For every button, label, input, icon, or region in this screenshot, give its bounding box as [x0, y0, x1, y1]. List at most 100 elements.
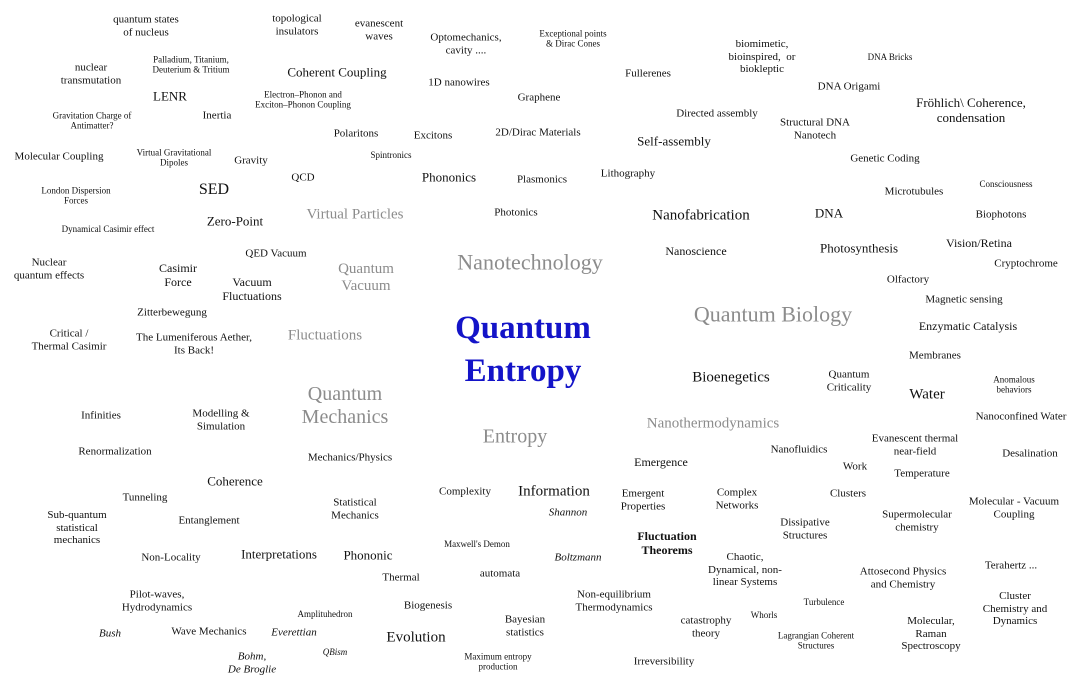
term-shannon: Shannon: [548, 506, 588, 519]
term-everettian: Everettian: [271, 626, 317, 639]
term-boltzmann: Boltzmann: [554, 551, 602, 564]
term-membranes: Membranes: [909, 349, 961, 362]
term-palladium-titanium-deuterium-tritium: Palladium, Titanium, Deuterium & Tritium: [152, 54, 230, 75]
term-cryptochrome: Cryptochrome: [994, 257, 1058, 270]
term-topological-insulators: topological insulators: [272, 12, 322, 37]
term-critical-thermal-casimir: Critical / Thermal Casimir: [31, 327, 107, 352]
term-nanothermodynamics: Nanothermodynamics: [646, 415, 780, 432]
term-sub-quantum-statistical-mechanics: Sub-quantum statistical mechanics: [47, 509, 107, 547]
term-microtubules: Microtubules: [884, 185, 944, 198]
term-consciousness: Consciousness: [979, 178, 1033, 189]
term-evanescent-waves: evanescent waves: [354, 17, 404, 42]
term-enzymatic-catalysis: Enzymatic Catalysis: [918, 319, 1018, 334]
term-evanescent-thermal-near-field: Evanescent thermal near-field: [871, 432, 959, 457]
term-supermolecular-chemistry: Supermolecular chemistry: [882, 508, 952, 533]
term-emergent-properties: Emergent Properties: [620, 487, 666, 512]
term-bush: Bush: [99, 627, 121, 640]
term-olfactory: Olfactory: [886, 273, 930, 286]
term-maxwell-s-demon: Maxwell's Demon: [444, 538, 510, 549]
term-infinities: Infinities: [81, 409, 121, 422]
term-automata: automata: [479, 567, 521, 580]
term-photonics: Photonics: [494, 206, 538, 219]
term-modelling-simulation: Modelling & Simulation: [192, 407, 250, 432]
term-clusters: Clusters: [829, 487, 867, 500]
term-renormalization: Renormalization: [78, 445, 152, 458]
term-dynamical-casimir-effect: Dynamical Casimir effect: [61, 223, 155, 234]
term-vacuum-fluctuations: Vacuum Fluctuations: [222, 275, 282, 303]
term-1d-nanowires: 1D nanowires: [428, 76, 490, 89]
term-qbism: QBism: [322, 646, 348, 657]
term-lagrangian-coherent-structures: Lagrangian Coherent Structures: [777, 630, 855, 651]
term-zitterbewegung: Zitterbewegung: [137, 306, 207, 319]
term-information: Information: [518, 483, 590, 500]
term-interpretations: Interpretations: [241, 546, 317, 562]
term-plasmonics: Plasmonics: [516, 173, 568, 186]
term-inertia: Inertia: [202, 109, 232, 122]
term-fullerenes: Fullerenes: [625, 67, 671, 80]
term-evolution: Evolution: [386, 629, 446, 646]
term-phononic: Phononic: [343, 547, 393, 563]
term-emergence: Emergence: [634, 455, 688, 470]
term-genetic-coding: Genetic Coding: [850, 152, 920, 165]
term-wave-mechanics: Wave Mechanics: [171, 625, 247, 638]
term-casimir-force: Casimir Force: [159, 261, 197, 289]
term-biogenesis: Biogenesis: [403, 599, 453, 612]
term-gravity: Gravity: [234, 154, 268, 167]
term-biophotons: Biophotons: [975, 208, 1027, 221]
term-nanoscience: Nanoscience: [665, 244, 727, 259]
term-excitons: Excitons: [413, 129, 453, 142]
term-bohm-de-broglie: Bohm, De Broglie: [227, 650, 277, 675]
term-molecular-vacuum-coupling: Molecular - Vacuum Coupling: [968, 495, 1060, 520]
term-qcd: QCD: [291, 171, 315, 184]
term-nanofluidics: Nanofluidics: [770, 443, 828, 456]
central-title: Quantum Entropy: [455, 310, 591, 389]
term-dna-bricks: DNA Bricks: [867, 51, 913, 62]
term-nuclear-transmutation: nuclear transmutation: [60, 61, 122, 86]
term-nanotechnology: Nanotechnology: [457, 249, 603, 275]
term-sed: SED: [198, 180, 230, 198]
term-photosynthesis: Photosynthesis: [819, 240, 899, 256]
term-bayesian-statistics: Bayesian statistics: [504, 613, 546, 638]
term-mechanics-physics: Mechanics/Physics: [307, 451, 393, 464]
term-london-dispersion-forces: London Dispersion Forces: [41, 185, 111, 206]
term-fr-hlich-coherence-condensation: Fröhlich\ Coherence, condensation: [916, 95, 1026, 125]
term-turbulence: Turbulence: [803, 596, 845, 607]
term-thermal: Thermal: [382, 571, 420, 584]
term-amplituhedron: Amplituhedron: [297, 608, 353, 619]
term-non-equilibrium-thermodynamics: Non-equilibrium Thermodynamics: [575, 588, 653, 613]
term-qed-vacuum: QED Vacuum: [245, 247, 307, 260]
term-exceptional-points-dirac-cones: Exceptional points & Dirac Cones: [539, 28, 607, 49]
term-polaritons: Polaritons: [333, 127, 379, 140]
term-phononics: Phononics: [421, 169, 477, 185]
term-lenr: LENR: [153, 88, 187, 104]
term-desalination: Desalination: [1002, 447, 1058, 460]
term-fluctuations: Fluctuations: [287, 327, 363, 344]
term-bioenegetics: Bioenegetics: [692, 369, 770, 386]
term-electron-phonon-and-exciton-phonon-coupling: Electron–Phonon and Exciton–Phonon Coupl…: [255, 89, 351, 110]
term-zero-point: Zero-Point: [206, 213, 264, 229]
term-catastrophy-theory: catastrophy theory: [680, 614, 732, 639]
term-self-assembly: Self-assembly: [637, 133, 711, 149]
term-complexity: Complexity: [439, 485, 491, 498]
term-dissipative-structures: Dissipative Structures: [780, 516, 830, 541]
term-graphene: Graphene: [517, 91, 561, 104]
term-nanofabrication: Nanofabrication: [652, 207, 750, 224]
term-quantum-mechanics: Quantum Mechanics: [301, 383, 389, 428]
term-2d-dirac-materials: 2D/Dirac Materials: [495, 126, 581, 139]
term-entanglement: Entanglement: [178, 514, 240, 527]
term-attosecond-physics-and-chemistry: Attosecond Physics and Chemistry: [859, 565, 947, 590]
term-lithography: Lithography: [600, 167, 656, 180]
term-directed-assembly: Directed assembly: [676, 107, 758, 120]
term-optomechanics-cavity: Optomechanics, cavity ....: [430, 31, 502, 56]
term-water: Water: [909, 386, 945, 403]
term-complex-networks: Complex Networks: [715, 486, 759, 511]
term-temperature: Temperature: [894, 467, 950, 480]
term-dna: DNA: [814, 205, 844, 221]
term-non-locality: Non-Locality: [141, 551, 201, 564]
term-magnetic-sensing: Magnetic sensing: [925, 293, 1003, 306]
term-virtual-particles: Virtual Particles: [306, 206, 404, 223]
term-cluster-chemistry-and-dynamics: Cluster Chemistry and Dynamics: [982, 590, 1048, 628]
term-work: Work: [842, 460, 868, 473]
term-the-lumeniferous-aether-its-back: The Lumeniferous Aether, Its Back!: [136, 331, 252, 356]
